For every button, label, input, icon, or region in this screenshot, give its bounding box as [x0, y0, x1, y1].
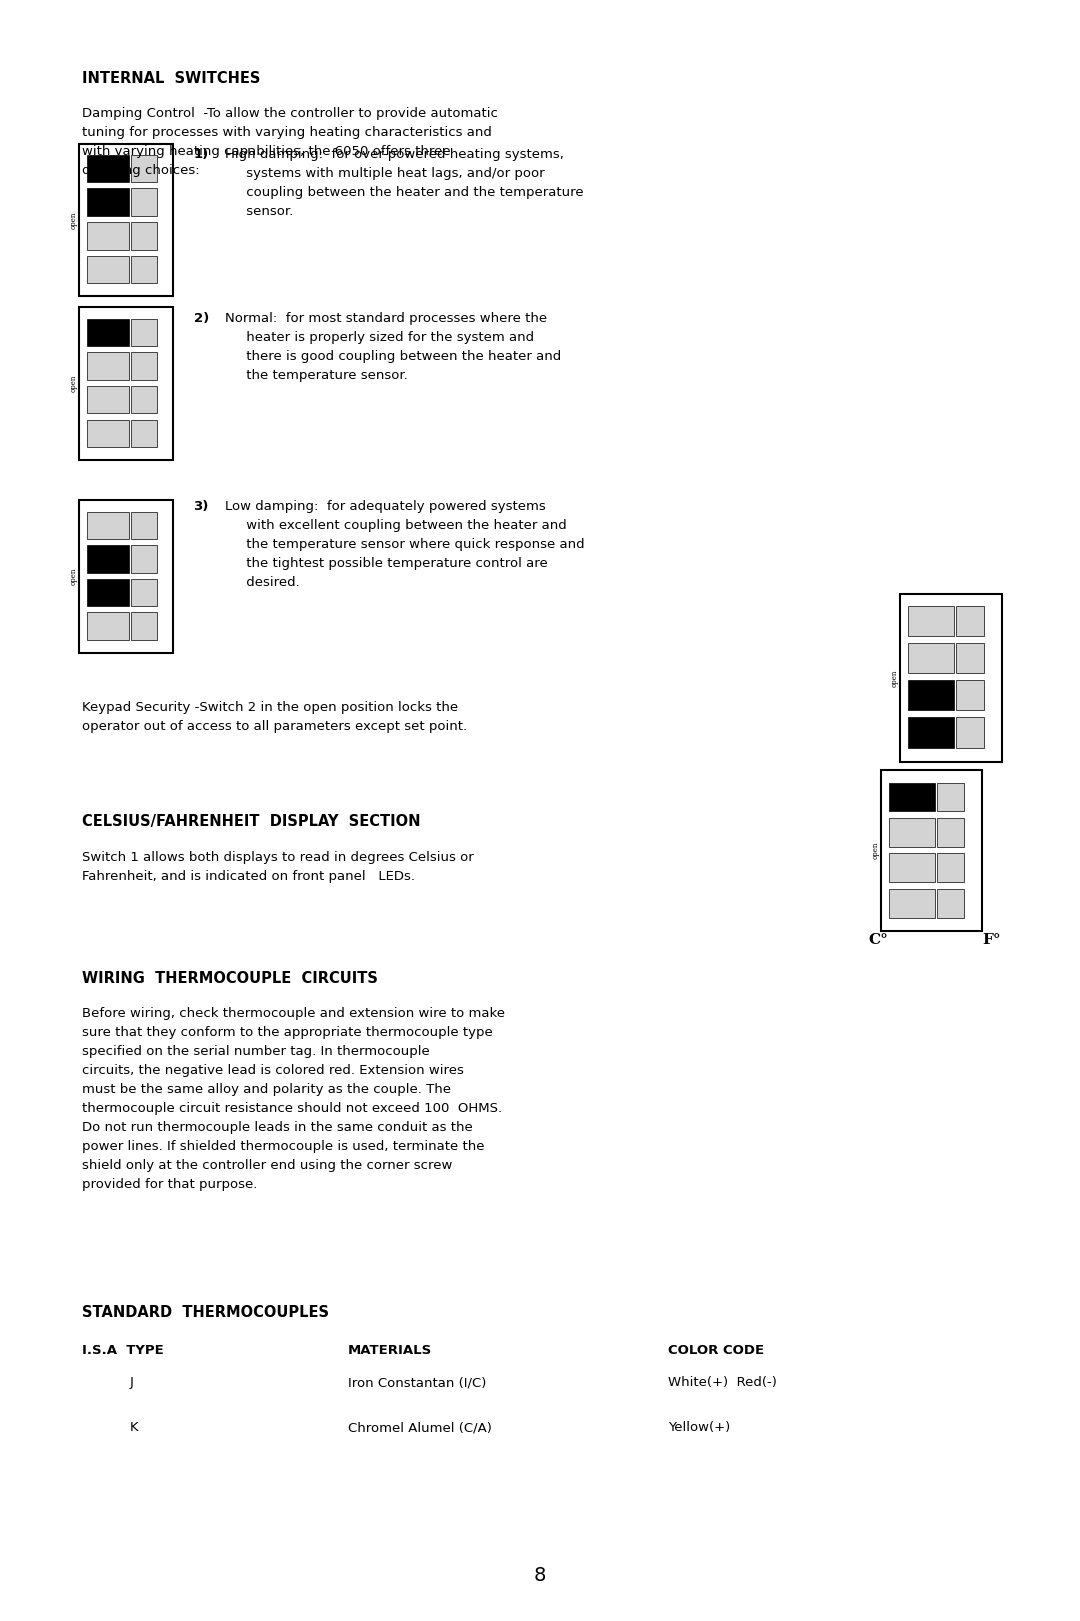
- Text: 1): 1): [193, 149, 208, 162]
- Bar: [87, 613, 130, 640]
- Bar: [908, 606, 954, 635]
- Text: White(+)  Red(-): White(+) Red(-): [667, 1376, 777, 1389]
- Text: open: open: [70, 374, 78, 392]
- Bar: [889, 888, 935, 917]
- Text: STANDARD  THERMOCOUPLES: STANDARD THERMOCOUPLES: [82, 1305, 328, 1321]
- Text: J: J: [130, 1376, 134, 1389]
- Bar: [908, 644, 954, 673]
- Bar: [87, 545, 130, 572]
- Text: K: K: [130, 1422, 138, 1435]
- Text: Yellow(+): Yellow(+): [667, 1422, 730, 1435]
- Text: 3): 3): [193, 501, 208, 514]
- Text: open: open: [70, 567, 78, 585]
- Bar: [881, 770, 983, 930]
- Bar: [956, 679, 984, 710]
- Bar: [937, 888, 964, 917]
- Bar: [889, 783, 935, 812]
- Bar: [131, 545, 157, 572]
- Text: Switch 1 allows both displays to read in degrees Celsius or
Fahrenheit, and is i: Switch 1 allows both displays to read in…: [82, 851, 473, 883]
- Text: Damping Control  -To allow the controller to provide automatic
tuning for proces: Damping Control -To allow the controller…: [82, 107, 498, 177]
- Text: CELSIUS/FAHRENHEIT  DISPLAY  SECTION: CELSIUS/FAHRENHEIT DISPLAY SECTION: [82, 814, 420, 828]
- Text: F°: F°: [983, 932, 1001, 947]
- Bar: [87, 256, 130, 284]
- Bar: [80, 501, 173, 653]
- Bar: [889, 819, 935, 846]
- Text: open: open: [70, 211, 78, 229]
- Text: INTERNAL  SWITCHES: INTERNAL SWITCHES: [82, 71, 260, 86]
- Text: open: open: [891, 669, 899, 687]
- Bar: [937, 783, 964, 812]
- Bar: [131, 579, 157, 606]
- Text: High damping:  for over-powered heating systems,
     systems with multiple heat: High damping: for over-powered heating s…: [226, 149, 584, 219]
- Text: I.S.A  TYPE: I.S.A TYPE: [82, 1344, 163, 1357]
- Bar: [80, 144, 173, 297]
- Text: Low damping:  for adequately powered systems
     with excellent coupling betwee: Low damping: for adequately powered syst…: [226, 501, 585, 590]
- Bar: [131, 386, 157, 413]
- Bar: [131, 256, 157, 284]
- Bar: [131, 222, 157, 250]
- Text: Iron Constantan (I/C): Iron Constantan (I/C): [348, 1376, 486, 1389]
- Bar: [131, 156, 157, 182]
- Bar: [889, 853, 935, 882]
- Bar: [87, 156, 130, 182]
- Bar: [131, 420, 157, 447]
- Text: C°: C°: [868, 932, 888, 947]
- Bar: [87, 352, 130, 379]
- Bar: [956, 606, 984, 635]
- Bar: [131, 352, 157, 379]
- Bar: [87, 386, 130, 413]
- Text: Keypad Security -Switch 2 in the open position locks the
operator out of access : Keypad Security -Switch 2 in the open po…: [82, 702, 467, 733]
- Bar: [956, 644, 984, 673]
- Bar: [131, 188, 157, 216]
- Bar: [87, 420, 130, 447]
- Bar: [87, 222, 130, 250]
- Bar: [131, 319, 157, 347]
- Bar: [908, 679, 954, 710]
- Bar: [131, 512, 157, 540]
- Text: open: open: [872, 841, 880, 859]
- Bar: [87, 188, 130, 216]
- Text: Normal:  for most standard processes where the
     heater is properly sized for: Normal: for most standard processes wher…: [226, 313, 562, 383]
- Bar: [901, 593, 1001, 762]
- Text: MATERIALS: MATERIALS: [348, 1344, 432, 1357]
- Text: 2): 2): [193, 313, 208, 326]
- Text: Before wiring, check thermocouple and extension wire to make
sure that they conf: Before wiring, check thermocouple and ex…: [82, 1007, 504, 1190]
- Bar: [131, 613, 157, 640]
- Text: WIRING  THERMOCOUPLE  CIRCUITS: WIRING THERMOCOUPLE CIRCUITS: [82, 971, 377, 986]
- Text: COLOR CODE: COLOR CODE: [667, 1344, 764, 1357]
- Bar: [87, 319, 130, 347]
- Text: 8: 8: [534, 1566, 546, 1585]
- Bar: [87, 579, 130, 606]
- Bar: [937, 819, 964, 846]
- Bar: [908, 716, 954, 747]
- Bar: [956, 716, 984, 747]
- Bar: [937, 853, 964, 882]
- Text: Chromel Alumel (C/A): Chromel Alumel (C/A): [348, 1422, 492, 1435]
- Bar: [80, 308, 173, 460]
- Bar: [87, 512, 130, 540]
